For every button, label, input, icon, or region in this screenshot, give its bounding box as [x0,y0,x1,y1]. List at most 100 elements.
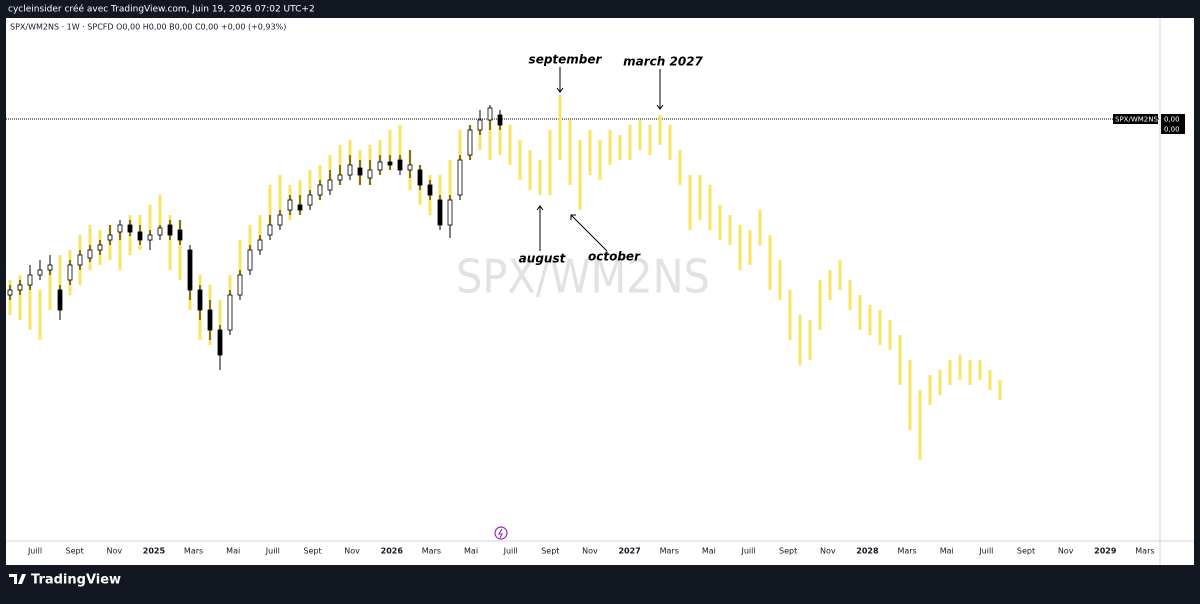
candle-body [287,199,293,211]
x-tick-label: Juill [27,547,42,556]
candle-body [267,224,273,236]
logo-icon [9,574,26,584]
x-tick-label: Nov [582,547,598,556]
candle-body [107,234,113,241]
x-tick-label: Mars [660,547,679,556]
tradingview-logo[interactable]: TradingView [9,573,121,588]
candle-body [237,274,243,296]
candle-body [377,161,383,171]
candle-body [227,294,233,331]
candle-body [77,254,83,266]
candle-body [247,249,253,271]
annotation: august [519,205,567,266]
candle-body [307,194,313,206]
x-tick-label: 2027 [618,547,640,556]
annotation-text: august [519,252,567,266]
candle-body [497,114,503,126]
price-label-name: SPX/WM2NS [1115,116,1158,124]
x-tick-label: Nov [344,547,360,556]
arrow [656,69,664,110]
x-tick-label: Mars [897,547,916,556]
event-icon[interactable] [494,526,508,540]
x-tick-label: Mai [940,547,954,556]
x-tick-label: Mars [1135,547,1154,556]
annotation-text: march 2027 [623,55,703,69]
candle-body [447,199,453,226]
x-tick-label: Sept [779,547,797,556]
logo-text: TradingView [31,573,121,588]
price-label-bg [1113,114,1158,124]
candle-body [57,289,63,311]
x-tick-label: Juill [740,547,755,556]
x-tick-label: Juill [978,547,993,556]
price-label: SPX/WM2NS 0,00 0,00 [1113,114,1185,134]
price-label-bg [1161,114,1185,124]
annotation: september [529,53,603,93]
candle-body [137,231,143,241]
candle-body [427,184,433,196]
x-tick-label: 2026 [381,547,404,556]
candle-body [397,159,403,171]
candle-body [407,164,413,171]
candle-body [87,249,93,259]
candle-body [437,199,443,226]
candle-body [17,284,23,291]
candle-body [67,264,73,281]
candle-body [297,204,303,211]
arrow [536,205,544,251]
candle-body [367,169,373,179]
arrow [556,67,564,93]
candle-body [457,159,463,196]
annotation: october [570,214,641,264]
x-tick-label: Sept [303,547,321,556]
candle-body [37,269,43,276]
x-tick-label: Nov [106,547,122,556]
chart-area [6,18,1194,565]
x-tick-label: Nov [820,547,836,556]
candle-body [47,264,53,271]
header-text: cycleinsider créé avec TradingView.com, … [8,4,315,15]
candle-body [177,229,183,241]
candle-body [207,309,213,331]
candle-body [337,174,343,181]
x-tick-label: Mai [702,547,716,556]
candle-body [257,239,263,251]
candle-body [327,179,333,191]
price-label-value: 0,00 [1164,116,1180,124]
candle-body [277,214,283,226]
x-tick-label: Mars [184,547,203,556]
x-tick-label: Mai [226,547,240,556]
candle-body [117,224,123,233]
x-tick-label: Sept [1017,547,1035,556]
x-tick-label: 2025 [143,547,166,556]
candle-body [97,244,103,251]
symbol-legend: SPX/WM2NS · 1W · SPCFD O0,00 H0,00 B0,00… [10,23,286,32]
x-tick-label: Juill [503,547,518,556]
x-tick-label: Nov [1058,547,1074,556]
candle-body [167,224,173,236]
candle-body [147,234,153,241]
x-tick-label: Sept [541,547,559,556]
candle-body [467,129,473,156]
candle-body [127,224,133,233]
candle-body [187,249,193,291]
candle-body [157,227,163,236]
x-tick-label: Mars [422,547,441,556]
arrow [570,214,608,252]
price-label-value: 0,00 [1164,126,1180,134]
candle-body [357,167,363,176]
x-tick-label: 2029 [1094,547,1117,556]
annotation: march 2027 [623,55,704,110]
event-icon-bolt [498,528,503,539]
x-tick-label: Juill [265,547,280,556]
candle-body [387,161,393,166]
candle-body [7,289,13,296]
candle-body [27,274,33,286]
x-tick-label: Mai [464,547,478,556]
candle-body [487,107,493,121]
candle-body [197,289,203,311]
annotation-text: september [529,53,603,67]
watermark: SPX/WM2NS [456,250,710,304]
